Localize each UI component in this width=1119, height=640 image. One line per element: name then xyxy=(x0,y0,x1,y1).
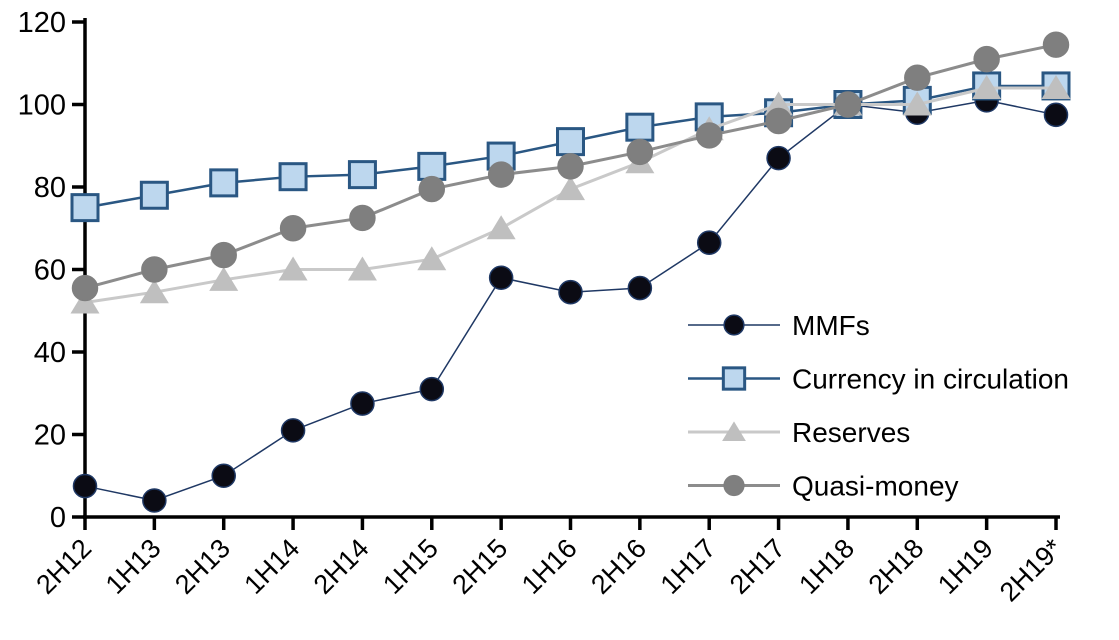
legend-label: Reserves xyxy=(792,417,910,448)
legend-label: Quasi-money xyxy=(792,471,959,502)
mmfs-marker xyxy=(627,275,653,301)
x-tick-label: 2H12 xyxy=(30,533,97,600)
currency-in-circulation-marker xyxy=(278,162,308,192)
currency-in-circulation-marker xyxy=(347,160,377,190)
mmfs-marker xyxy=(1043,102,1069,128)
mmfs-marker xyxy=(696,230,722,255)
reserves-marker xyxy=(486,215,516,240)
currency-in-circulation-marker xyxy=(209,168,239,198)
quasi-money-marker xyxy=(626,138,654,166)
quasi-money-marker xyxy=(557,153,584,180)
quasi-money-marker xyxy=(349,204,376,232)
reserves-marker xyxy=(70,289,100,314)
x-tick-label: 2H19* xyxy=(994,533,1069,608)
currency-in-circulation-marker xyxy=(556,127,585,157)
circle-marker-icon xyxy=(723,314,745,336)
reserves-marker xyxy=(1041,75,1071,99)
quasi-money-marker xyxy=(279,215,307,242)
y-tick-label: 0 xyxy=(50,502,66,534)
legend-entry-currency-in-circulation: Currency in circulation xyxy=(688,364,1069,395)
legend-entry-reserves: Reserves xyxy=(688,417,910,448)
legend-entry-quasi-money: Quasi-money xyxy=(688,471,959,502)
mmfs-marker xyxy=(558,279,583,305)
x-tick-label: 1H19 xyxy=(932,533,999,600)
currency-in-circulation-marker xyxy=(417,151,447,181)
triangle-marker-icon xyxy=(722,421,746,442)
legend-label: MMFs xyxy=(792,310,870,341)
mmfs-marker xyxy=(766,145,791,171)
x-tick-label: 2H14 xyxy=(308,533,375,600)
x-tick-label: 2H17 xyxy=(724,533,791,600)
legend: MMFs Currency in circulation Reserves Quasi… xyxy=(688,310,1069,502)
currency-in-circulation-marker xyxy=(625,112,655,142)
y-tick-label: 80 xyxy=(34,172,66,204)
x-tick-label: 1H16 xyxy=(516,533,583,600)
x-tick-label: 1H13 xyxy=(100,533,167,600)
reserves-marker xyxy=(902,91,932,116)
legend-entry-mmfs: MMFs xyxy=(688,310,870,341)
y-tick-label: 60 xyxy=(34,255,66,287)
reserves-marker xyxy=(972,75,1002,99)
mmfs-marker xyxy=(488,265,514,291)
x-axis: 2H12 1H13 2H13 1H14 2H14 1H15 2H15 1H16 2H16 1H17… xyxy=(30,517,1069,608)
quasi-money-marker xyxy=(1042,31,1070,58)
x-tick-label: 1H17 xyxy=(655,533,722,600)
quasi-money-marker xyxy=(71,274,99,302)
quasi-money-marker xyxy=(765,107,792,135)
y-tick-label: 20 xyxy=(34,420,66,452)
y-tick-label: 40 xyxy=(34,337,66,369)
x-tick-label: 1H15 xyxy=(377,533,444,600)
mmfs-marker xyxy=(211,463,236,489)
y-tick-label: 120 xyxy=(18,7,66,39)
square-marker-icon xyxy=(721,366,747,391)
reserves-marker xyxy=(347,256,377,281)
series-quasi-money xyxy=(71,31,1070,302)
quasi-money-marker xyxy=(834,91,862,118)
y-axis: 0 20 40 60 80 100 120 xyxy=(18,7,85,534)
legend-label: Currency in circulation xyxy=(792,364,1069,395)
y-tick-label: 100 xyxy=(18,90,66,122)
mmfs-marker xyxy=(72,473,98,499)
quasi-money-marker xyxy=(973,45,1000,73)
x-tick-label: 2H18 xyxy=(863,533,930,600)
currency-in-circulation-marker xyxy=(139,180,169,210)
series-mmfs xyxy=(72,88,1069,513)
quasi-money-marker xyxy=(487,161,515,188)
reserves-marker xyxy=(556,176,585,201)
mmfs-marker xyxy=(142,488,167,513)
reserves-marker xyxy=(278,256,308,281)
quasi-money-marker xyxy=(695,122,723,149)
x-tick-label: 2H15 xyxy=(447,533,514,600)
x-tick-label: 1H14 xyxy=(238,533,305,600)
quasi-money-marker xyxy=(418,175,446,203)
mmfs-marker xyxy=(350,391,375,416)
reserves-marker xyxy=(417,246,447,271)
mmfs-marker xyxy=(419,376,445,402)
circle-marker-icon xyxy=(723,474,745,497)
quasi-money-marker xyxy=(141,256,168,283)
quasi-money-marker xyxy=(210,241,237,269)
currency-in-circulation-marker xyxy=(70,193,100,223)
mmfs-marker xyxy=(280,418,306,443)
quasi-money-marker xyxy=(904,64,931,91)
reserves-marker xyxy=(139,279,169,304)
x-tick-label: 2H13 xyxy=(169,533,236,600)
x-tick-label: 2H16 xyxy=(585,533,652,600)
x-tick-label: 1H18 xyxy=(793,533,860,600)
reserves-marker xyxy=(764,91,794,116)
reserves-marker xyxy=(209,266,239,291)
